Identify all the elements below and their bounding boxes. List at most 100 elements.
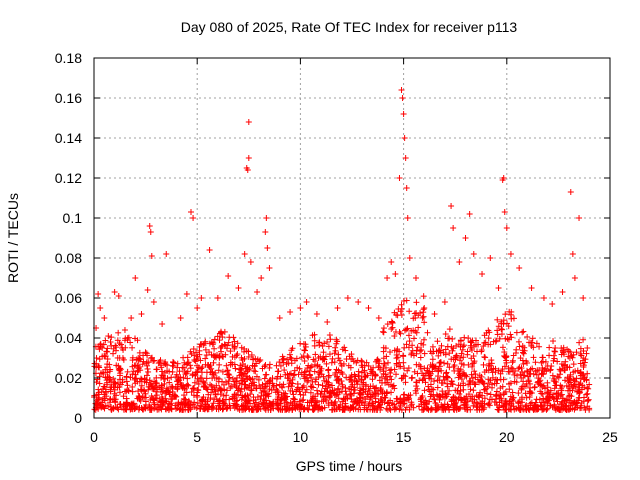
data-point bbox=[245, 119, 252, 125]
data-point bbox=[227, 384, 234, 391]
data-point bbox=[211, 386, 218, 393]
data-point bbox=[471, 396, 478, 403]
data-point bbox=[212, 369, 219, 376]
data-point bbox=[458, 376, 465, 383]
data-point bbox=[489, 384, 496, 391]
data-point bbox=[238, 354, 245, 361]
data-point bbox=[492, 365, 499, 372]
data-point bbox=[501, 401, 508, 408]
data-point bbox=[248, 351, 255, 358]
data-point bbox=[161, 369, 168, 376]
data-point bbox=[198, 295, 205, 301]
data-point bbox=[339, 383, 346, 390]
data-point bbox=[334, 305, 341, 311]
data-point bbox=[235, 285, 242, 291]
data-point bbox=[341, 406, 348, 413]
data-point bbox=[323, 397, 330, 404]
data-point bbox=[533, 371, 540, 378]
data-point bbox=[145, 359, 152, 366]
data-point bbox=[487, 391, 494, 398]
data-point bbox=[159, 388, 166, 395]
data-point bbox=[502, 388, 509, 395]
data-point bbox=[296, 398, 303, 405]
data-point bbox=[546, 352, 553, 359]
data-point bbox=[331, 406, 338, 413]
data-point bbox=[208, 389, 215, 396]
data-point bbox=[457, 337, 464, 344]
data-point bbox=[153, 392, 160, 399]
y-tick-label: 0.08 bbox=[55, 250, 82, 266]
data-point bbox=[499, 344, 506, 351]
data-point bbox=[161, 360, 168, 367]
data-point bbox=[206, 363, 213, 370]
data-point bbox=[540, 399, 547, 406]
data-point bbox=[138, 387, 145, 394]
data-point bbox=[210, 339, 217, 346]
data-point bbox=[421, 387, 428, 394]
data-point bbox=[585, 385, 592, 392]
data-point bbox=[571, 275, 578, 281]
data-point bbox=[467, 386, 474, 393]
data-point bbox=[536, 396, 543, 403]
data-point bbox=[480, 343, 487, 350]
data-point bbox=[364, 391, 371, 398]
data-point bbox=[527, 390, 534, 397]
data-point bbox=[506, 386, 513, 393]
data-point bbox=[495, 367, 502, 374]
data-point bbox=[498, 325, 505, 332]
data-point bbox=[211, 345, 218, 352]
data-point bbox=[236, 385, 243, 392]
data-point bbox=[570, 351, 577, 358]
data-point bbox=[253, 373, 260, 380]
data-point bbox=[136, 392, 143, 399]
data-point bbox=[185, 404, 192, 411]
data-point bbox=[358, 362, 365, 369]
data-point bbox=[394, 312, 401, 319]
data-point bbox=[383, 373, 390, 380]
data-point bbox=[110, 345, 117, 352]
data-point bbox=[241, 251, 248, 257]
data-point bbox=[363, 406, 370, 413]
x-tick-label: 20 bbox=[499, 429, 515, 445]
data-point bbox=[532, 399, 539, 406]
data-point bbox=[402, 379, 409, 386]
data-point bbox=[142, 349, 149, 356]
data-point bbox=[518, 396, 525, 403]
data-point bbox=[327, 393, 334, 400]
data-point bbox=[116, 389, 123, 396]
data-point bbox=[490, 338, 497, 345]
data-point bbox=[327, 336, 334, 343]
data-point bbox=[118, 341, 125, 348]
data-point bbox=[399, 375, 406, 382]
data-point bbox=[325, 372, 332, 379]
data-point bbox=[382, 394, 389, 401]
y-tick-label: 0.04 bbox=[55, 330, 82, 346]
data-point bbox=[343, 374, 350, 381]
data-point bbox=[128, 403, 135, 410]
data-point bbox=[124, 382, 131, 389]
data-point bbox=[198, 375, 205, 382]
data-point bbox=[463, 406, 470, 413]
data-point bbox=[311, 342, 318, 349]
data-point bbox=[380, 329, 387, 336]
data-point bbox=[496, 391, 503, 398]
data-point bbox=[304, 353, 311, 360]
data-point bbox=[202, 355, 209, 362]
data-point bbox=[539, 354, 546, 361]
data-point bbox=[414, 385, 421, 392]
data-point bbox=[425, 406, 432, 413]
y-tick-label: 0.06 bbox=[55, 290, 82, 306]
data-point bbox=[494, 331, 501, 338]
data-point bbox=[478, 373, 485, 380]
data-point bbox=[459, 397, 466, 404]
data-point bbox=[503, 401, 510, 408]
data-point bbox=[305, 354, 312, 361]
data-point bbox=[114, 384, 121, 391]
data-point bbox=[382, 364, 389, 371]
data-point bbox=[115, 329, 122, 336]
data-point bbox=[175, 399, 182, 406]
data-point bbox=[224, 368, 231, 375]
data-point bbox=[324, 387, 331, 394]
data-point bbox=[359, 358, 366, 365]
data-point bbox=[311, 337, 318, 344]
